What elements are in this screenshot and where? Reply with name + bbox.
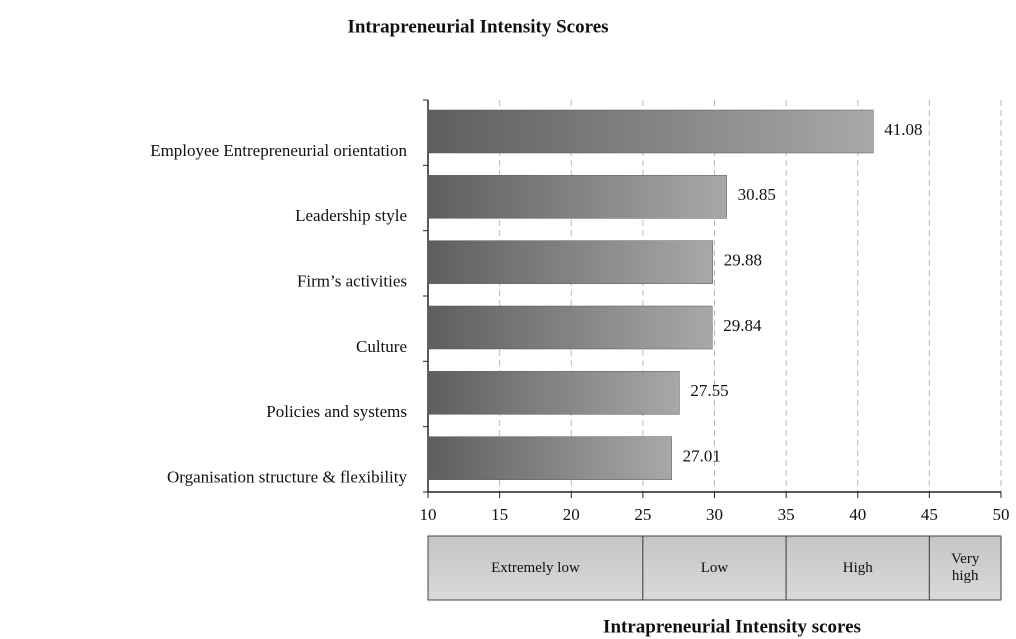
- band-label-box: Very high: [929, 536, 1001, 600]
- band-label-wrap: Very high: [929, 536, 1001, 600]
- band-label: Low: [700, 559, 729, 576]
- y-tick-label: Policies and systems: [266, 402, 407, 421]
- bar: [427, 371, 680, 415]
- band-label-wrap: High: [786, 536, 929, 600]
- y-tick-label: Firm’s activities: [297, 272, 407, 291]
- band-label-wrap: Low: [643, 536, 786, 600]
- x-tick-label: 50: [993, 505, 1010, 524]
- band-label: Very high: [951, 551, 980, 584]
- x-tick-label: 25: [634, 505, 651, 524]
- x-tick-label: 10: [420, 505, 437, 524]
- x-tick-label: 40: [849, 505, 866, 524]
- y-tick-label: Employee Entrepreneurial orientation: [150, 141, 407, 160]
- band: [785, 535, 930, 601]
- x-tick-label: 15: [491, 505, 508, 524]
- bar: [427, 175, 727, 219]
- x-tick-label: 35: [778, 505, 795, 524]
- x-axis-label: Intrapreneurial Intensity scores: [603, 616, 861, 637]
- band-label-box: Low: [643, 536, 786, 600]
- data-label: 27.55: [690, 381, 728, 400]
- band-label-box: Extremely low: [428, 536, 643, 600]
- band: [427, 535, 644, 601]
- data-label: 29.88: [724, 251, 762, 270]
- bar: [427, 240, 714, 284]
- band-label: High: [842, 559, 873, 576]
- x-tick-label: 20: [563, 505, 580, 524]
- band: [642, 535, 787, 601]
- band: [928, 535, 1002, 601]
- band-label-box: High: [786, 536, 929, 600]
- x-tick-label: 45: [921, 505, 938, 524]
- y-tick-label: Organisation structure & flexibility: [167, 468, 408, 487]
- y-tick-label: Leadership style: [295, 206, 407, 225]
- bar: [427, 109, 874, 154]
- bar: [427, 436, 672, 480]
- chart-title: Intrapreneurial Intensity Scores: [347, 16, 608, 37]
- band-label-wrap: Extremely low: [428, 536, 643, 600]
- band-label: Extremely low: [491, 559, 580, 576]
- x-tick-label: 30: [706, 505, 723, 524]
- bar: [427, 305, 713, 350]
- data-label: 41.08: [884, 120, 922, 139]
- data-label: 29.84: [723, 316, 762, 335]
- y-tick-label: Culture: [356, 337, 407, 356]
- data-label: 27.01: [683, 447, 721, 466]
- data-label: 30.85: [738, 185, 776, 204]
